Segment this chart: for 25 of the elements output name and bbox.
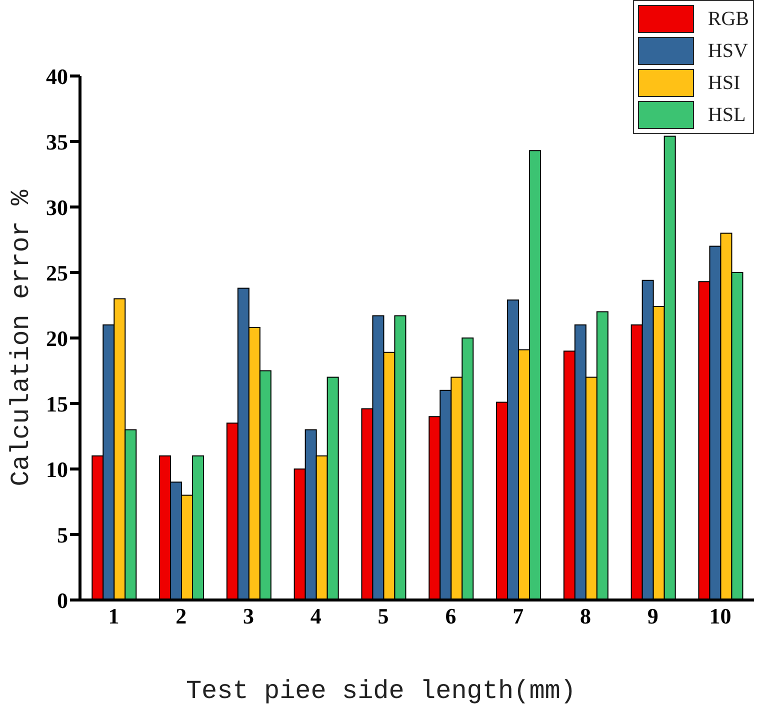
x-tick-label: 4: [310, 604, 322, 629]
x-tick-label: 6: [445, 604, 456, 629]
y-tick-label: 5: [57, 522, 68, 548]
x-tick-label: 3: [243, 604, 254, 629]
x-tick-label: 1: [108, 604, 120, 629]
y-tick-label: 40: [46, 64, 68, 89]
y-tick-label: 10: [46, 456, 68, 482]
legend-label: RGB: [708, 8, 749, 30]
y-tick-label: 30: [46, 194, 68, 220]
legend-label: HSV: [708, 40, 748, 62]
y-tick-label: 35: [46, 129, 68, 154]
x-axis-title: Test piee side length(mm): [184, 676, 578, 706]
x-tick-label: 8: [580, 604, 591, 629]
x-tick-label: 5: [378, 604, 389, 629]
y-tick-label: 0: [57, 588, 68, 613]
y-tick-label: 15: [46, 391, 68, 416]
y-axis-title: Calculation error %: [6, 190, 36, 486]
y-tick-label: 20: [46, 326, 68, 351]
x-tick-label: 7: [512, 604, 524, 629]
x-tick-label: 10: [709, 604, 732, 629]
legend-label: HSL: [708, 104, 746, 126]
x-tick-label: 2: [176, 604, 187, 629]
y-tick-label: 25: [46, 260, 68, 286]
x-tick-label: 9: [647, 604, 658, 629]
legend-label: HSI: [708, 72, 740, 94]
